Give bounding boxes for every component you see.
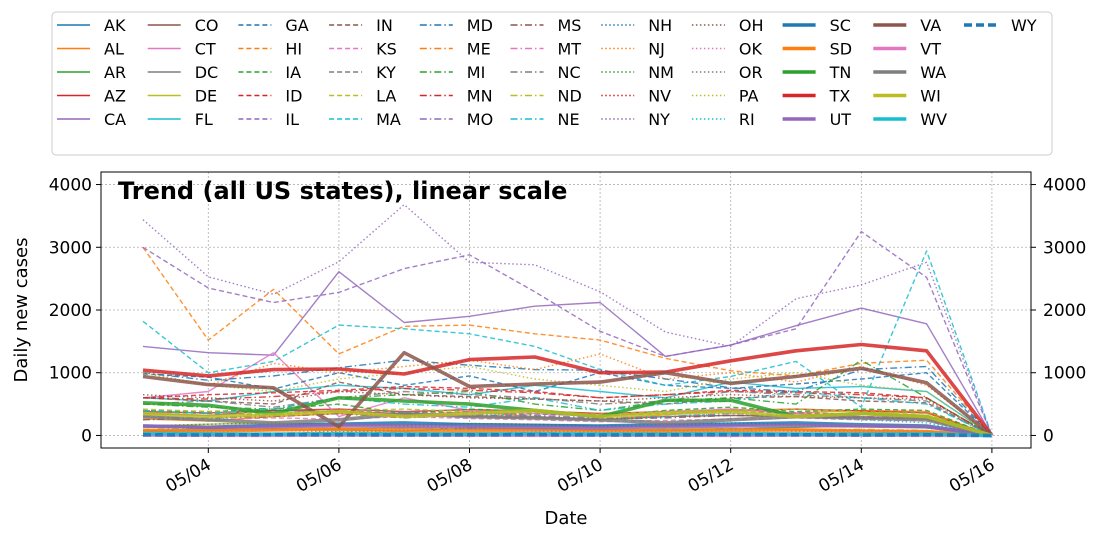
legend-label-ut: UT — [830, 110, 852, 129]
legend-label-dc: DC — [195, 63, 219, 82]
legend-label-ny: NY — [648, 110, 670, 129]
legend-label-ia: IA — [285, 63, 301, 82]
legend-label-md: MD — [467, 16, 493, 35]
legend-label-sc: SC — [830, 16, 851, 35]
legend-label-il: IL — [285, 110, 299, 129]
legend-label-pa: PA — [739, 87, 759, 106]
y-tick-label: 3000 — [49, 238, 92, 258]
y-tick-label: 2000 — [49, 301, 92, 321]
y-tick-label: 0 — [81, 426, 92, 446]
legend-label-sd: SD — [830, 40, 852, 59]
legend-label-nc: NC — [558, 63, 581, 82]
legend-label-mi: MI — [467, 63, 486, 82]
legend-label-me: ME — [467, 40, 491, 59]
legend-label-ar: AR — [104, 63, 126, 82]
legend-label-tn: TN — [829, 63, 852, 82]
chart-title: Trend (all US states), linear scale — [118, 177, 567, 205]
legend-label-nj: NJ — [648, 40, 665, 59]
legend-label-hi: HI — [285, 40, 302, 59]
y-tick-label-right: 2000 — [1043, 301, 1086, 321]
y-tick-label-right: 3000 — [1043, 238, 1086, 258]
legend-label-wv: WV — [920, 110, 947, 129]
legend-label-ga: GA — [285, 16, 308, 35]
legend-label-nh: NH — [648, 16, 672, 35]
legend-label-wy: WY — [1011, 16, 1037, 35]
y-tick-label-right: 4000 — [1043, 176, 1086, 196]
legend-label-ne: NE — [558, 110, 580, 129]
legend-label-mn: MN — [467, 87, 493, 106]
legend-label-id: ID — [285, 87, 302, 106]
legend-label-mt: MT — [558, 40, 582, 59]
legend-label-fl: FL — [195, 110, 213, 129]
x-axis-label: Date — [544, 508, 587, 529]
series-line-wy — [143, 435, 992, 436]
legend-label-wa: WA — [920, 63, 946, 82]
legend-label-ks: KS — [376, 40, 397, 59]
legend-label-ma: MA — [376, 110, 401, 129]
legend-label-ri: RI — [739, 110, 755, 129]
legend-label-nm: NM — [648, 63, 674, 82]
legend-label-nv: NV — [648, 87, 671, 106]
legend-label-ct: CT — [195, 40, 216, 59]
y-axis-label: Daily new cases — [11, 238, 32, 383]
legend-label-ok: OK — [739, 40, 763, 59]
legend-label-de: DE — [195, 87, 217, 106]
legend-label-al: AL — [104, 40, 124, 59]
legend-label-ms: MS — [558, 16, 582, 35]
legend-label-oh: OH — [739, 16, 764, 35]
legend-label-ky: KY — [376, 63, 396, 82]
y-tick-label-right: 1000 — [1043, 364, 1086, 384]
y-tick-label-right: 0 — [1043, 426, 1054, 446]
legend-label-vt: VT — [920, 40, 941, 59]
legend-label-az: AZ — [104, 87, 126, 106]
legend-label-tx: TX — [829, 87, 851, 106]
legend-label-in: IN — [376, 16, 393, 35]
legend-label-ak: AK — [104, 16, 126, 35]
legend-label-mo: MO — [467, 110, 493, 129]
legend-label-va: VA — [920, 16, 941, 35]
legend-label-la: LA — [376, 87, 396, 106]
legend-label-nd: ND — [558, 87, 582, 106]
legend-label-co: CO — [195, 16, 219, 35]
legend-label-wi: WI — [920, 87, 941, 106]
y-tick-label: 4000 — [49, 176, 92, 196]
legend-label-or: OR — [739, 63, 763, 82]
y-tick-label: 1000 — [49, 364, 92, 384]
legend-label-ca: CA — [104, 110, 126, 129]
